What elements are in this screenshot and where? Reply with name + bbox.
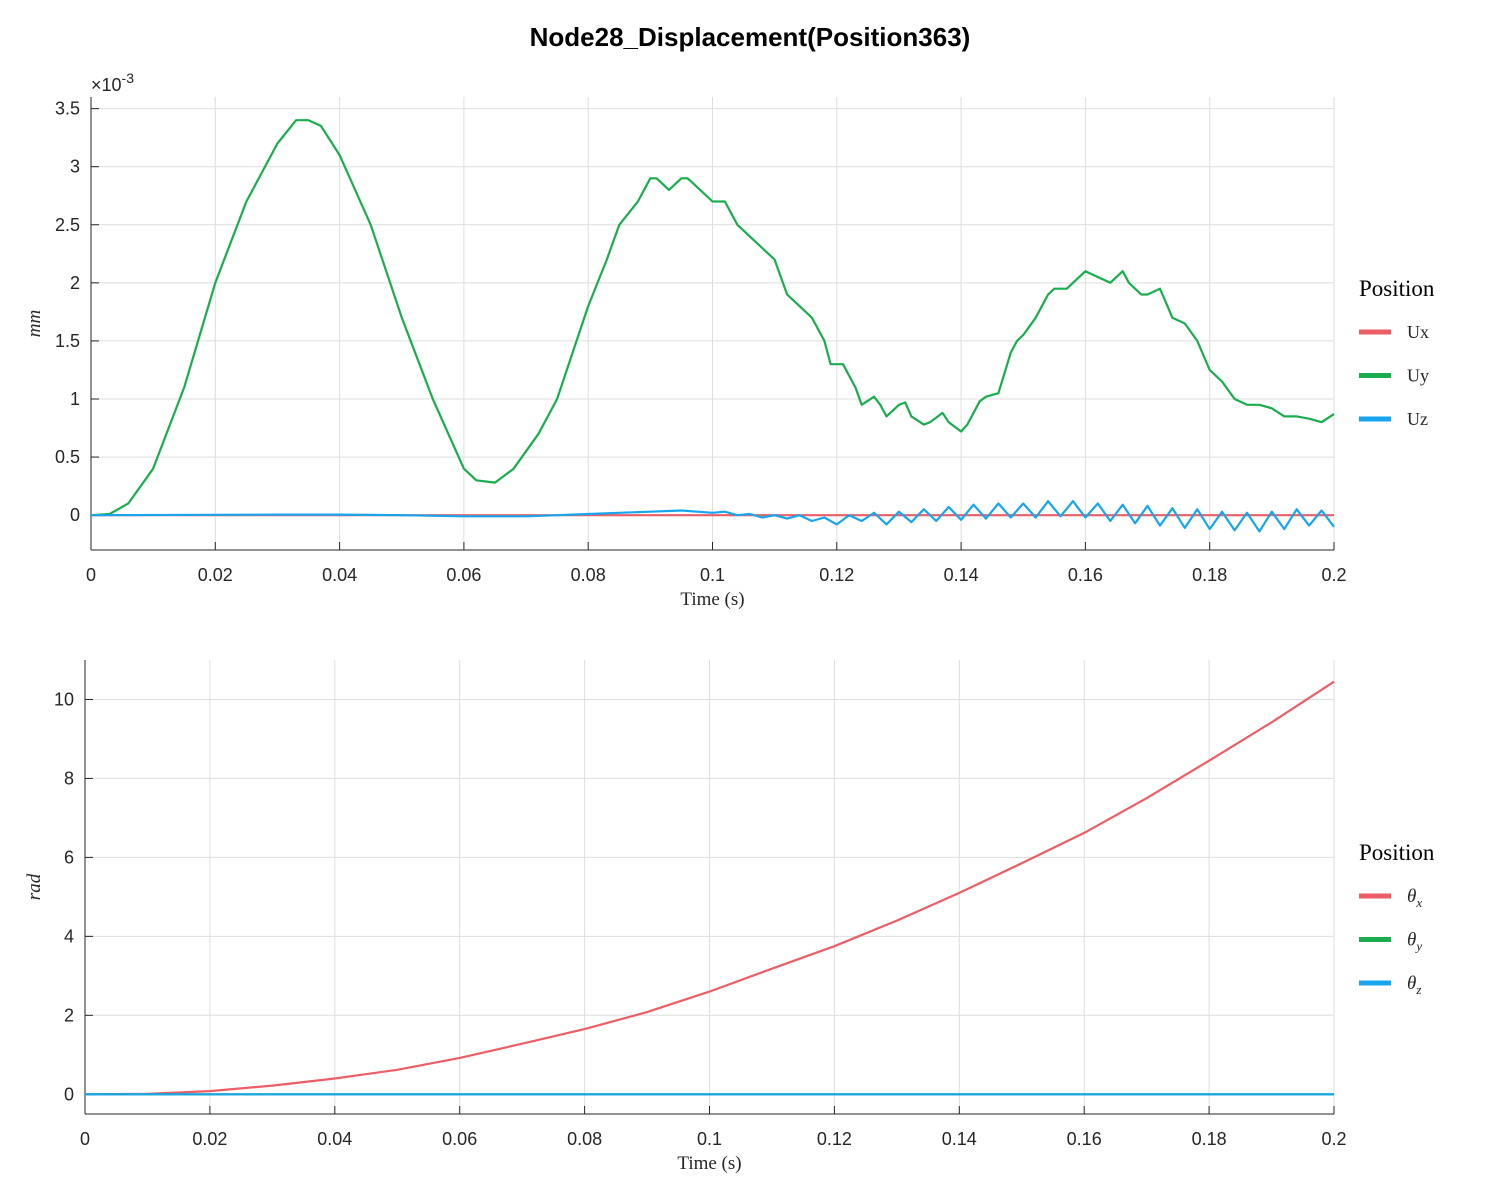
x-tick-label: 0.14 (942, 1129, 977, 1149)
x-tick-label: 0.2 (1321, 565, 1346, 585)
legend-label: θx (1407, 886, 1422, 910)
x-tick-label: 0 (80, 1129, 90, 1149)
series-line-z (90, 500, 1335, 533)
x-tick-label: 0.08 (571, 565, 606, 585)
y-tick-label: 0 (64, 1084, 74, 1104)
y-tick-label: 10 (54, 689, 74, 709)
x-tick-label: 0.08 (567, 1129, 602, 1149)
x-tick-label: 0 (86, 565, 96, 585)
x-tick-label: 0.14 (944, 565, 979, 585)
x-axis-label: Time (s) (677, 1153, 741, 1174)
x-tick-label: 0.1 (700, 565, 725, 585)
y-tick-label: 0 (70, 505, 80, 525)
x-tick-label: 0.16 (1067, 1129, 1102, 1149)
x-tick-label: 0.12 (817, 1129, 852, 1149)
y-tick-label: 3.5 (55, 99, 80, 119)
x-tick-label: 0.2 (1321, 1129, 1346, 1149)
x-tick-label: 0.02 (198, 565, 233, 585)
legend-title: Position (1359, 840, 1435, 865)
series-line-y (90, 119, 1335, 517)
figure-title: Node28_Displacement(Position363) (530, 22, 971, 52)
legend-label: Uy (1407, 366, 1429, 386)
x-tick-label: 0.06 (442, 1129, 477, 1149)
legend-label: Uz (1407, 409, 1428, 429)
legend-label: θy (1407, 930, 1422, 954)
x-tick-label: 0.12 (819, 565, 854, 585)
y-tick-label: 6 (64, 847, 74, 867)
x-axis-label: Time (s) (680, 589, 744, 610)
x-tick-label: 0.18 (1192, 565, 1227, 585)
y-axis-exponent: ×10-3 (91, 70, 134, 95)
x-tick-label: 0.06 (446, 565, 481, 585)
y-axis-label: rad (24, 873, 45, 900)
rotation-plot: 0 0.02 0.04 0.06 0.08 0.1 0.12 0.14 0.16 0.18 0.2 0… (24, 660, 1435, 1174)
y-axis-label: mm (24, 310, 45, 337)
y-tick-label: 2 (64, 1005, 74, 1025)
y-tick-label: 1 (70, 389, 80, 409)
x-tick-label: 0.04 (317, 1129, 352, 1149)
x-tick-label: 0.16 (1068, 565, 1103, 585)
y-tick-label: 1.5 (55, 331, 80, 351)
y-tick-label: 2 (70, 273, 80, 293)
legend-label: θz (1407, 973, 1421, 997)
x-tick-label: 0.04 (322, 565, 357, 585)
legend-title: Position (1359, 276, 1435, 301)
y-tick-label: 0.5 (55, 447, 80, 467)
legend-label: Ux (1407, 322, 1429, 342)
series-line-x (84, 680, 1335, 1096)
y-tick-label: 2.5 (55, 215, 80, 235)
x-tick-label: 0.18 (1192, 1129, 1227, 1149)
y-tick-label: 8 (64, 768, 74, 788)
displacement-plot: 0 0.02 0.04 0.06 0.08 0.1 0.12 0.14 0.16 0.18 0.2 0… (24, 70, 1435, 610)
x-tick-label: 0.1 (697, 1129, 722, 1149)
x-tick-label: 0.02 (192, 1129, 227, 1149)
y-tick-label: 4 (64, 926, 74, 946)
y-tick-label: 3 (70, 157, 80, 177)
